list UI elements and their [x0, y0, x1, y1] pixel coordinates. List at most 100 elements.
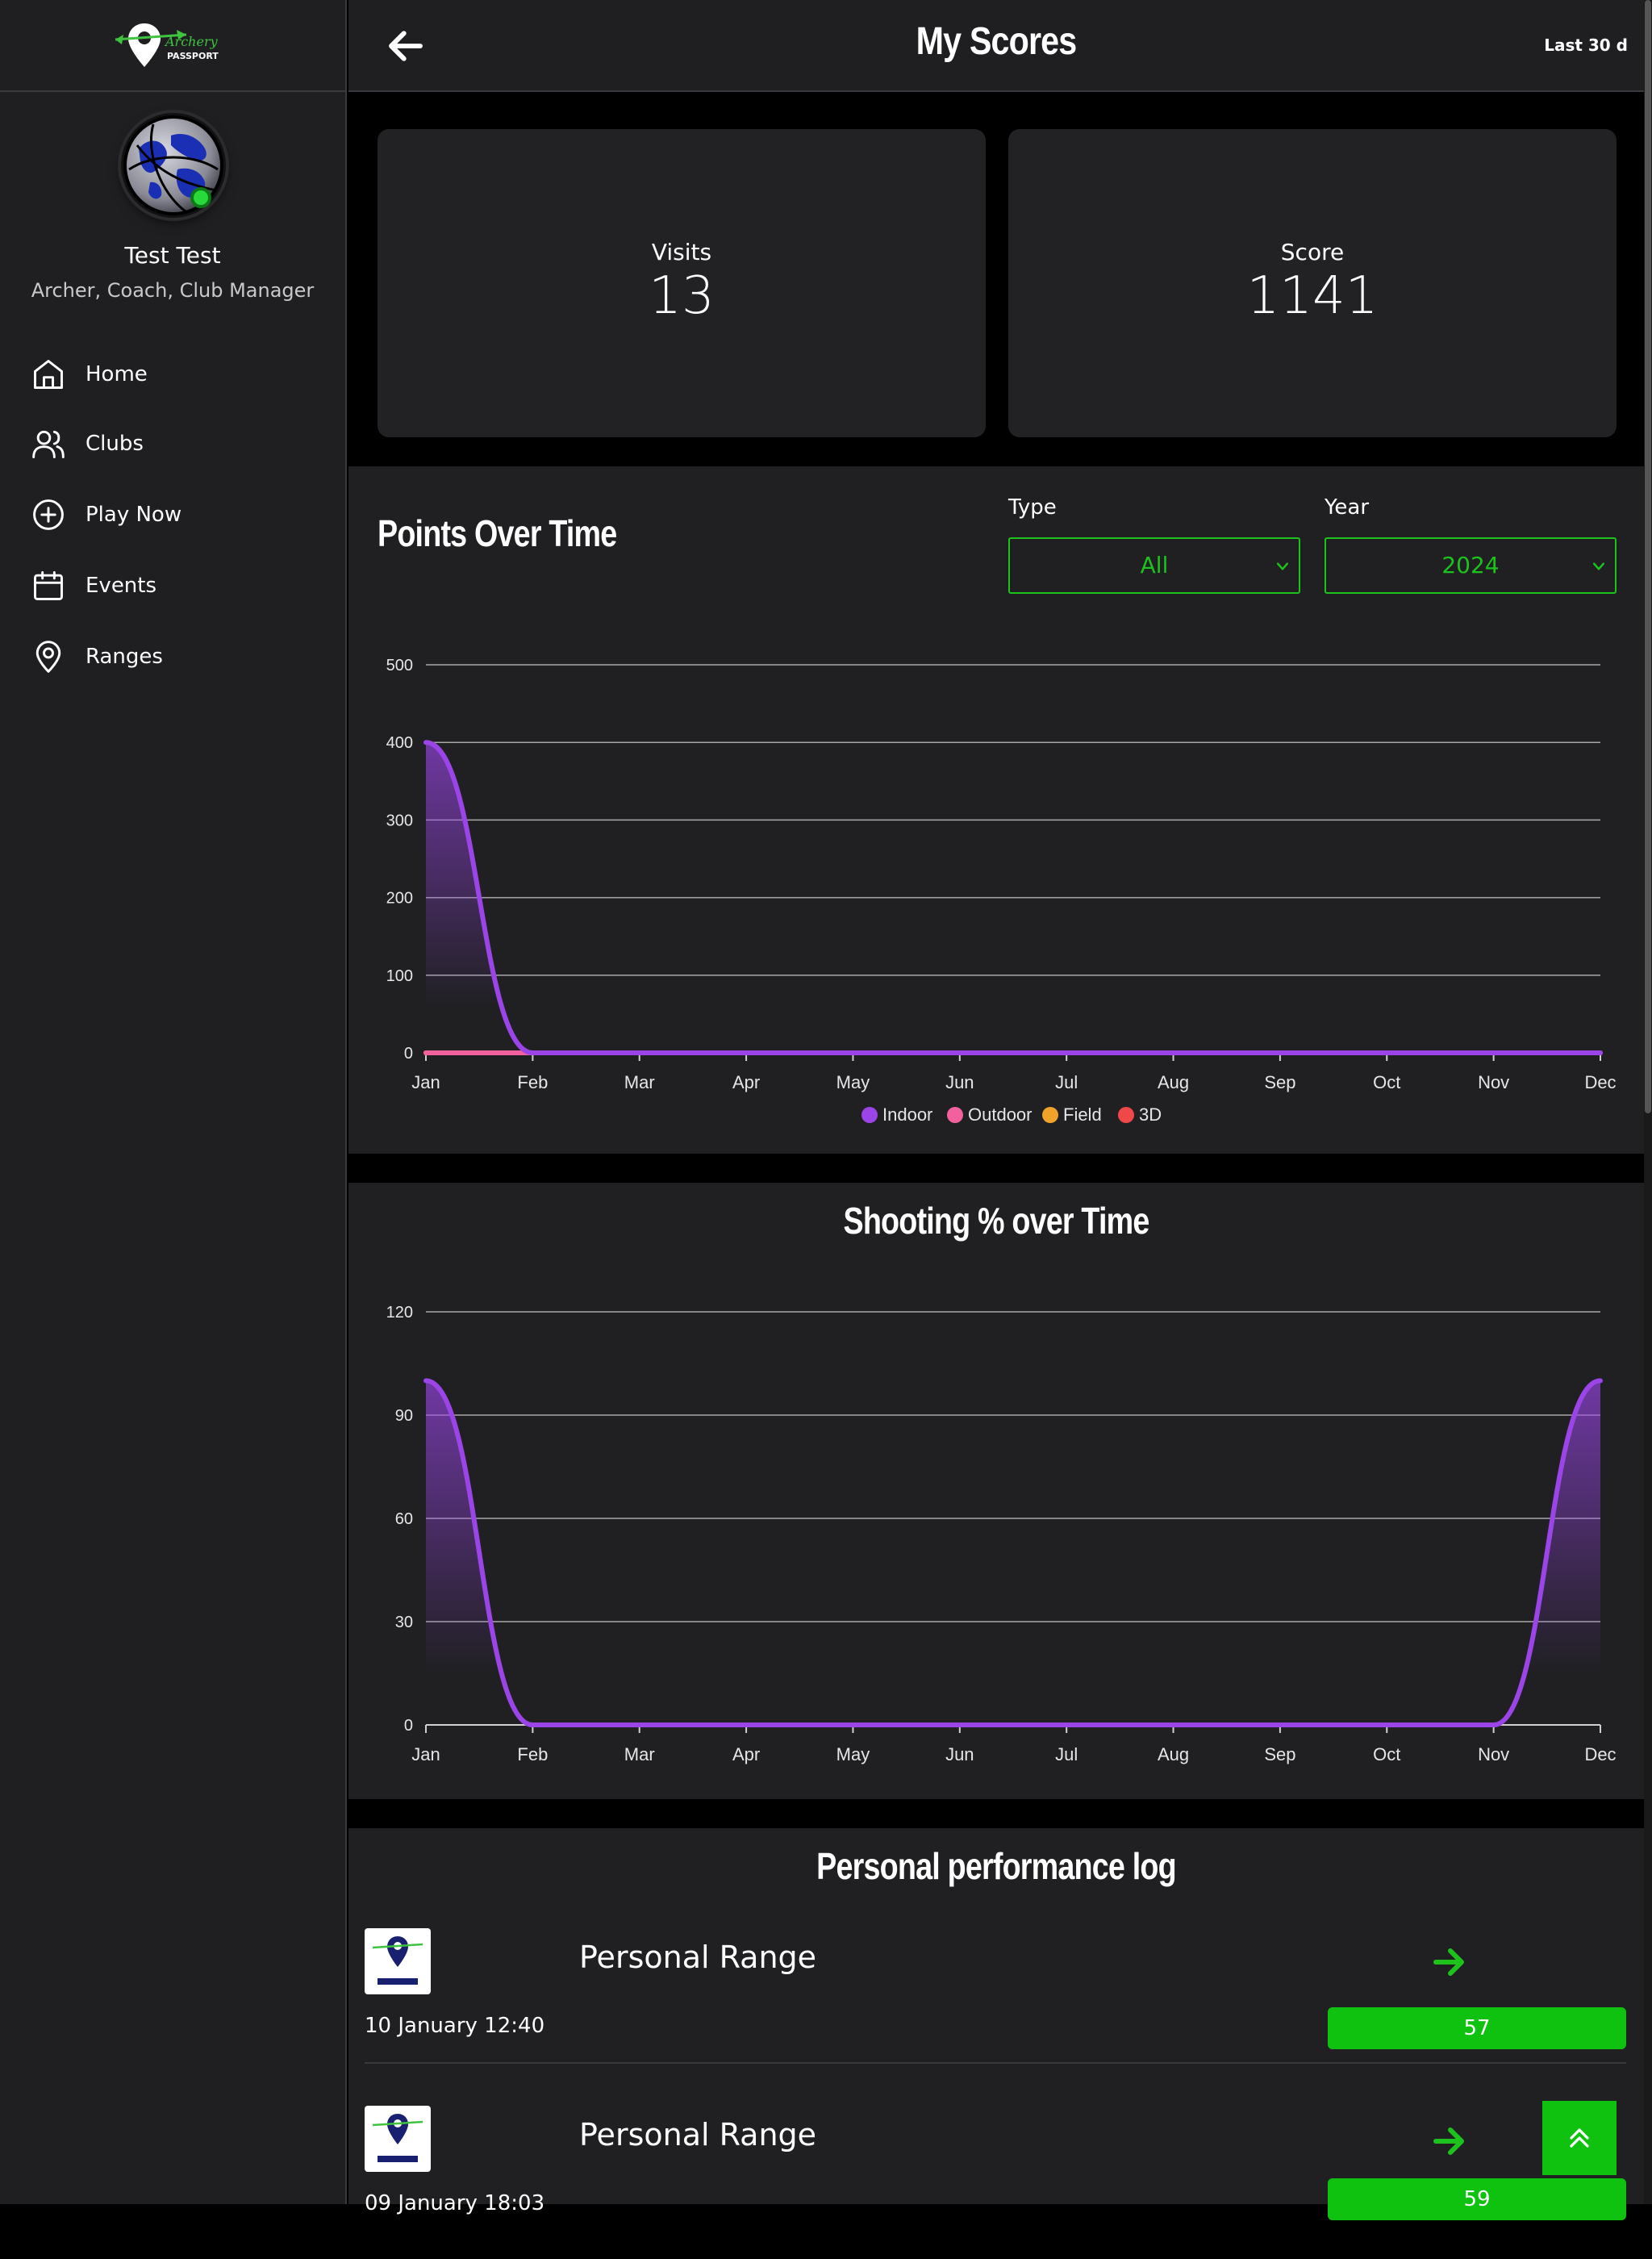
- legend-item-3d[interactable]: 3D: [1118, 1104, 1162, 1125]
- x-tick-label: Jan: [411, 1744, 440, 1764]
- scroll-to-top-button[interactable]: [1542, 2101, 1617, 2175]
- legend-marker: [1118, 1107, 1134, 1123]
- y-tick-label: 30: [395, 1614, 413, 1631]
- online-status-icon: [190, 187, 211, 208]
- y-tick-label: 0: [404, 1045, 413, 1063]
- chevron-down-icon: [1592, 562, 1605, 570]
- type-label: Type: [1008, 495, 1057, 520]
- y-tick-label: 500: [386, 657, 413, 674]
- sidebar-item-label: Events: [86, 574, 157, 598]
- visits-card: Visits 13: [378, 129, 986, 437]
- series-line-indoor[interactable]: [423, 740, 1603, 1055]
- page-title: My Scores: [916, 20, 1078, 63]
- page-header: My Scores Last 30 d: [348, 0, 1644, 92]
- y-tick-label: 100: [386, 967, 413, 985]
- x-tick-label: Dec: [1584, 1072, 1616, 1092]
- page-scrollbar[interactable]: [1644, 0, 1652, 2204]
- legend-item-field[interactable]: Field: [1042, 1104, 1102, 1125]
- x-tick-label: Jun: [945, 1072, 974, 1092]
- x-tick-label: Nov: [1478, 1072, 1509, 1092]
- score-card: Score 1141: [1008, 129, 1617, 437]
- log-range-name: Personal Range: [579, 1940, 817, 1975]
- y-tick-label: 90: [395, 1407, 413, 1425]
- shooting-percent-panel: Shooting % over Time 0 30 60 90 120 Jan Feb Mar…: [348, 1183, 1644, 1799]
- legend-marker: [947, 1107, 963, 1123]
- log-date: 09 January 18:03: [365, 2191, 545, 2215]
- y-tick-label: 300: [386, 812, 413, 829]
- legend-item-indoor[interactable]: Indoor: [861, 1104, 932, 1125]
- chevron-down-icon: [1276, 562, 1289, 570]
- user-name: Test Test: [124, 242, 221, 269]
- year-label: Year: [1325, 495, 1370, 520]
- x-tick-label: Sep: [1264, 1744, 1295, 1764]
- arrow-right-icon[interactable]: [1429, 1943, 1468, 1981]
- divider: [365, 2062, 1626, 2064]
- log-score-badge: 57: [1328, 2007, 1626, 2049]
- x-tick-label: Jun: [945, 1744, 974, 1764]
- type-select[interactable]: All: [1008, 537, 1300, 594]
- x-tick-label: Jul: [1055, 1744, 1078, 1764]
- x-tick-label: May: [836, 1072, 870, 1092]
- range-logo-icon: [365, 1928, 431, 1994]
- sidebar-item-ranges[interactable]: Ranges: [31, 634, 163, 679]
- x-tick-label: May: [836, 1744, 870, 1764]
- calendar-icon: [34, 571, 63, 600]
- avatar-image: [121, 113, 226, 218]
- year-select-value: 2024: [1441, 552, 1500, 578]
- score-value: 1141: [1246, 266, 1379, 326]
- scrollbar-thumb[interactable]: [1645, 0, 1651, 1113]
- x-tick-label: Feb: [517, 1744, 548, 1764]
- legend-label: Indoor: [882, 1104, 932, 1125]
- series-area-series: [426, 1380, 1600, 1725]
- sidebar-item-events[interactable]: Events: [31, 563, 156, 608]
- type-select-value: All: [1140, 552, 1169, 578]
- avatar[interactable]: [121, 113, 226, 218]
- x-tick-label: Dec: [1584, 1744, 1616, 1764]
- legend-label: Outdoor: [968, 1104, 1032, 1125]
- log-date: 10 January 12:40: [365, 2014, 545, 2038]
- arrow-right-icon[interactable]: [1429, 2122, 1468, 2161]
- x-tick-label: Mar: [624, 1072, 655, 1092]
- x-tick-label: Mar: [624, 1744, 655, 1764]
- shooting-chart-title: Shooting % over Time: [843, 1200, 1149, 1242]
- back-arrow-icon[interactable]: [384, 24, 428, 68]
- log-score-badge: 59: [1328, 2178, 1626, 2220]
- y-tick-label: 0: [404, 1717, 413, 1735]
- legend-label: Field: [1063, 1104, 1102, 1125]
- sidebar-item-label: Home: [86, 362, 148, 386]
- legend-marker: [1042, 1107, 1058, 1123]
- x-tick-label: Sep: [1264, 1072, 1295, 1092]
- sidebar: Archery PASSPORT: [0, 0, 347, 2204]
- sidebar-item-home[interactable]: Home: [31, 352, 148, 397]
- x-tick-label: Aug: [1158, 1072, 1189, 1092]
- points-over-time-chart: 0 100 200 300 400 500 Jan Feb Mar Apr May Jun Jul Aug…: [386, 657, 1617, 1125]
- log-entry[interactable]: Personal Range 09 January 18:03 59: [348, 2098, 1644, 2259]
- visits-label: Visits: [651, 239, 712, 265]
- home-icon: [34, 360, 63, 389]
- legend-label: 3D: [1139, 1104, 1162, 1125]
- y-tick-label: 400: [386, 734, 413, 752]
- plus-circle-icon: [33, 499, 64, 530]
- year-select[interactable]: 2024: [1325, 537, 1617, 594]
- y-tick-label: 200: [386, 890, 413, 908]
- score-label: Score: [1280, 239, 1345, 265]
- date-range-label[interactable]: Last 30 d: [1544, 35, 1628, 55]
- log-entry[interactable]: Personal Range 10 January 12:40 57: [348, 1919, 1644, 2120]
- brand-logo[interactable]: Archery PASSPORT: [0, 0, 345, 92]
- x-tick-label: Oct: [1373, 1744, 1400, 1764]
- performance-log-title: Personal performance log: [816, 1845, 1176, 1887]
- sidebar-item-label: Ranges: [86, 645, 163, 669]
- sidebar-item-label: Clubs: [86, 432, 144, 456]
- users-icon: [32, 430, 65, 458]
- x-tick-label: Feb: [517, 1072, 548, 1092]
- performance-log-panel: Personal performance log Personal Range …: [348, 1828, 1644, 2220]
- sidebar-item-clubs[interactable]: Clubs: [31, 421, 144, 466]
- series-line-series[interactable]: [423, 1378, 1603, 1727]
- legend-item-outdoor[interactable]: Outdoor: [947, 1104, 1032, 1125]
- visits-value: 13: [649, 266, 715, 326]
- x-tick-label: Jul: [1055, 1072, 1078, 1092]
- y-tick-label: 120: [386, 1304, 413, 1322]
- points-chart-title: Points Over Time: [378, 512, 617, 554]
- sidebar-item-play-now[interactable]: Play Now: [31, 492, 181, 537]
- x-tick-label: Aug: [1158, 1744, 1189, 1764]
